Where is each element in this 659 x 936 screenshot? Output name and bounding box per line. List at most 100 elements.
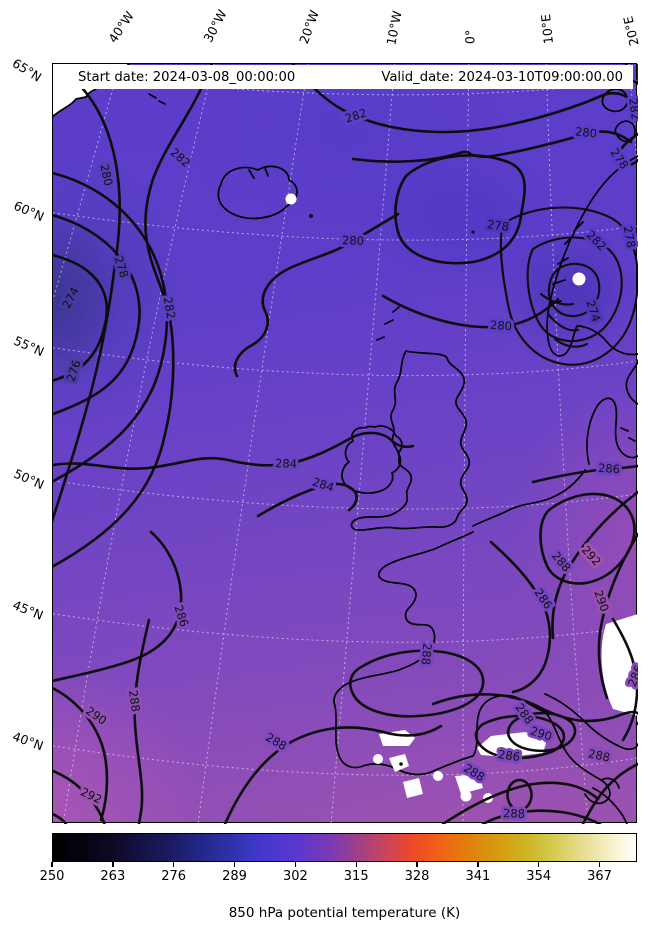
contour-label: 290 xyxy=(83,704,109,728)
colorbar xyxy=(52,833,637,862)
colorbar-tick-label: 354 xyxy=(526,869,552,884)
lon-tick-label: 0° xyxy=(462,29,478,45)
contour-label: 288 xyxy=(126,689,143,713)
contour-label: 276 xyxy=(63,358,83,383)
contour-280-west xyxy=(53,87,121,523)
contour-label: 284 xyxy=(311,474,336,494)
colorbar-tick xyxy=(538,862,540,867)
contour-278-west xyxy=(53,172,169,483)
contour-288-circle xyxy=(506,778,533,812)
contour-label: 286 xyxy=(598,461,621,476)
contour-288-b xyxy=(223,724,443,824)
contour-label: 280 xyxy=(342,233,364,248)
contour-286-d xyxy=(531,464,638,484)
contour-286-a xyxy=(53,530,183,683)
contour-278-loop xyxy=(394,154,526,265)
contour-290-alps xyxy=(506,711,577,753)
contour-286-c xyxy=(611,617,638,742)
date-box: Start date: 2024-03-08_00:00:00 Valid_da… xyxy=(58,65,633,89)
lon-tick-label: 10°E xyxy=(537,13,557,45)
contour-292-ridge xyxy=(539,492,636,585)
contours xyxy=(53,64,638,824)
colorbar-tick-label: 302 xyxy=(282,869,308,884)
colorbar-tick-label: 367 xyxy=(587,869,612,884)
norway-glacier xyxy=(572,272,586,286)
colorbar-tick-label: 328 xyxy=(404,869,430,884)
contour-284-a xyxy=(53,431,415,470)
adriatic-balkans-coast xyxy=(544,693,638,824)
valid-date-label: Valid_date: 2024-03-10T09:00:00.00 xyxy=(381,69,623,85)
contour-280-trough xyxy=(233,212,400,378)
contour-288-alps-ring xyxy=(474,714,566,760)
ireland-coast xyxy=(341,425,403,494)
contour-label: 280 xyxy=(97,163,115,187)
contour-288-med-1 xyxy=(431,693,638,726)
great-britain-coast xyxy=(350,350,471,531)
contour-label: 288 xyxy=(587,746,611,764)
northsea-baltic-coast xyxy=(472,359,638,527)
contour-label: 286 xyxy=(171,603,191,628)
contour-label: 274 xyxy=(583,298,603,323)
contour-278-ne xyxy=(616,132,638,167)
iceland-glacier xyxy=(285,193,297,205)
lon-tick-label: 40°W xyxy=(105,8,137,46)
contour-288-med-2 xyxy=(441,781,600,824)
colorbar-tick xyxy=(233,862,236,867)
colorbar-caption: 850 hPa potential temperature (K) xyxy=(228,905,461,921)
contour-276-west xyxy=(53,214,141,416)
colorbar-tick xyxy=(51,862,53,867)
contour-label: 282 xyxy=(161,296,179,320)
lon-tick-label: 10°W xyxy=(383,9,405,47)
contour-label: 278 xyxy=(486,217,510,234)
colorbar-tick xyxy=(112,862,114,867)
start-date-label: Start date: 2024-03-08_00:00:00 xyxy=(78,69,296,85)
contour-label: 288 xyxy=(263,730,289,753)
map-plot: 282 282 280 282 278 280 278 274 276 282 278 280 280 2… xyxy=(52,63,638,824)
lon-tick-label: 30°W xyxy=(200,7,230,45)
lat-tick-label: 50°N xyxy=(11,465,47,493)
contour-284-b xyxy=(256,482,358,518)
colorbar-tick-label: 250 xyxy=(39,869,65,884)
contour-label: 282 xyxy=(626,97,638,121)
colorbar-tick xyxy=(416,862,418,867)
contour-288-east-ridge xyxy=(551,490,638,640)
graticule xyxy=(53,64,638,824)
colorbar-tick xyxy=(355,862,357,867)
lat-tick-label: 60°N xyxy=(11,197,47,225)
colorbar-tick-label: 341 xyxy=(465,869,491,884)
contour-280-north xyxy=(351,130,633,163)
contour-288-iberia xyxy=(349,649,485,718)
lat-tick-label: 40°N xyxy=(10,728,46,754)
lat-tick-label: 65°N xyxy=(9,55,45,85)
contour-label: 286 xyxy=(497,747,521,764)
contour-282-north xyxy=(291,64,638,134)
lon-tick-label: 20°E xyxy=(620,14,642,48)
contour-norway-282 xyxy=(499,206,638,366)
contour-280-norway-outer xyxy=(381,294,560,329)
balkan-snow xyxy=(601,614,638,716)
lon-tick-label: 20°W xyxy=(296,8,322,46)
colorbar-tick xyxy=(598,862,601,867)
contour-norway-274 xyxy=(547,262,601,318)
contour-282-west xyxy=(53,64,214,568)
contour-label: 278 xyxy=(621,225,638,249)
snow-patches xyxy=(285,193,638,803)
norway-coast xyxy=(546,155,638,357)
contour-label: 284 xyxy=(275,456,297,471)
colorbar-tick-label: 315 xyxy=(343,869,369,884)
contour-label: 292 xyxy=(78,784,104,806)
colorbar-tick-label: 263 xyxy=(100,869,126,884)
contour-label: 288 xyxy=(503,806,525,821)
contour-292-a2 xyxy=(53,812,68,824)
contour-292-a xyxy=(53,769,106,824)
colorbar-tick-label: 276 xyxy=(161,869,187,884)
lat-tick-label: 55°N xyxy=(11,332,47,360)
contour-label: 282 xyxy=(343,105,368,125)
contour-label: 290 xyxy=(591,588,612,613)
colorbar-tick-label: 289 xyxy=(222,869,247,884)
contour-label: 280 xyxy=(574,124,597,140)
colorbar-tick xyxy=(477,862,479,867)
contour-286-b xyxy=(489,540,552,694)
map-svg: 2822822802822782802782742762822782802802… xyxy=(53,64,638,824)
